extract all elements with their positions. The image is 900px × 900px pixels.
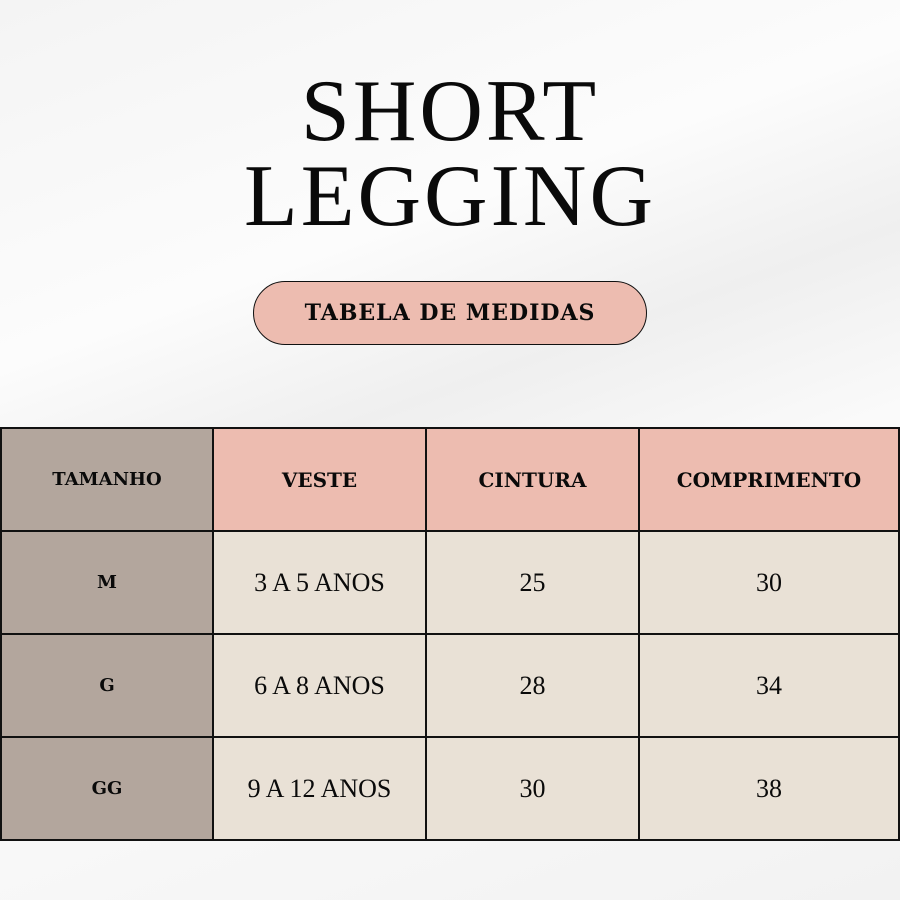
size-table: TAMANHO VESTE CINTURA COMPRIMENTO M 3 A … — [0, 427, 900, 841]
title-line-2: LEGGING — [243, 148, 656, 245]
table-header-row: TAMANHO VESTE CINTURA COMPRIMENTO — [0, 427, 900, 532]
size-cell: GG — [0, 736, 214, 841]
header-tamanho: TAMANHO — [0, 427, 214, 532]
table-row: G 6 A 8 ANOS 28 34 — [0, 633, 900, 738]
subtitle-badge: TABELA DE MEDIDAS — [253, 281, 647, 345]
header-cintura: CINTURA — [425, 427, 640, 532]
comprimento-cell: 38 — [638, 736, 900, 841]
size-cell: G — [0, 633, 214, 738]
title-line-1: SHORT — [300, 63, 600, 160]
comprimento-cell: 34 — [638, 633, 900, 738]
table-row: GG 9 A 12 ANOS 30 38 — [0, 736, 900, 841]
comprimento-cell: 30 — [638, 530, 900, 635]
cintura-cell: 25 — [425, 530, 640, 635]
veste-cell: 9 A 12 ANOS — [212, 736, 427, 841]
veste-cell: 3 A 5 ANOS — [212, 530, 427, 635]
header-comprimento: COMPRIMENTO — [638, 427, 900, 532]
cintura-cell: 28 — [425, 633, 640, 738]
table-row: M 3 A 5 ANOS 25 30 — [0, 530, 900, 635]
header-veste: VESTE — [212, 427, 427, 532]
cintura-cell: 30 — [425, 736, 640, 841]
veste-cell: 6 A 8 ANOS — [212, 633, 427, 738]
size-cell: M — [0, 530, 214, 635]
